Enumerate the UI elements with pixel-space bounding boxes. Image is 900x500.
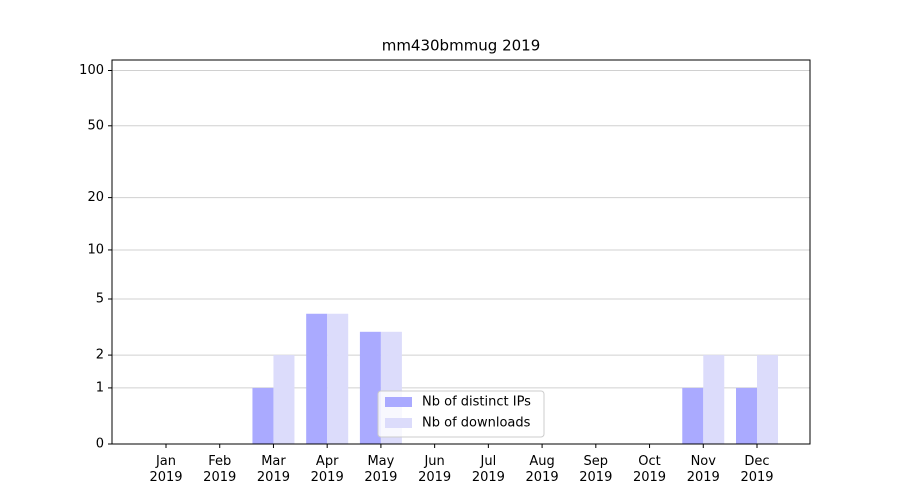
bar — [359, 331, 381, 444]
x-tick-label: Sep 2019 — [579, 454, 612, 485]
bar — [306, 313, 328, 444]
x-tick-label: Mar 2019 — [257, 454, 290, 485]
y-tick-label: 2 — [96, 348, 104, 363]
x-tick-label: Feb 2019 — [203, 454, 236, 485]
x-tick-label: May 2019 — [364, 454, 397, 485]
x-tick-label: Jun 2019 — [418, 454, 451, 485]
bar — [757, 355, 778, 444]
legend-label: Nb of distinct IPs — [422, 395, 531, 410]
y-tick-label: 0 — [96, 437, 104, 452]
y-tick-label: 10 — [87, 242, 104, 257]
y-tick-label: 50 — [87, 118, 104, 133]
chart-title: mm430bmmug 2019 — [382, 37, 541, 55]
x-tick-label: Oct 2019 — [633, 454, 666, 485]
legend-swatch — [385, 397, 412, 407]
y-tick-label: 20 — [87, 190, 104, 205]
x-tick-label: Nov 2019 — [687, 454, 720, 485]
bar — [327, 313, 349, 444]
legend-label: Nb of downloads — [422, 416, 531, 431]
y-tick-label: 1 — [96, 380, 104, 395]
bar — [736, 387, 757, 444]
plot-frame — [111, 59, 811, 445]
y-tick-label: 100 — [79, 63, 104, 78]
bar — [703, 355, 725, 444]
bar — [273, 355, 295, 444]
legend-swatch — [385, 418, 412, 428]
legend-box — [377, 390, 545, 438]
y-tick-label: 5 — [96, 291, 104, 306]
x-tick-label: Jan 2019 — [149, 454, 182, 485]
bar — [682, 387, 704, 444]
bar — [252, 387, 274, 444]
x-tick-label: Dec 2019 — [740, 454, 773, 485]
x-tick-label: Jul 2019 — [472, 454, 505, 485]
x-tick-label: Apr 2019 — [311, 454, 344, 485]
x-tick-label: Aug 2019 — [526, 454, 559, 485]
